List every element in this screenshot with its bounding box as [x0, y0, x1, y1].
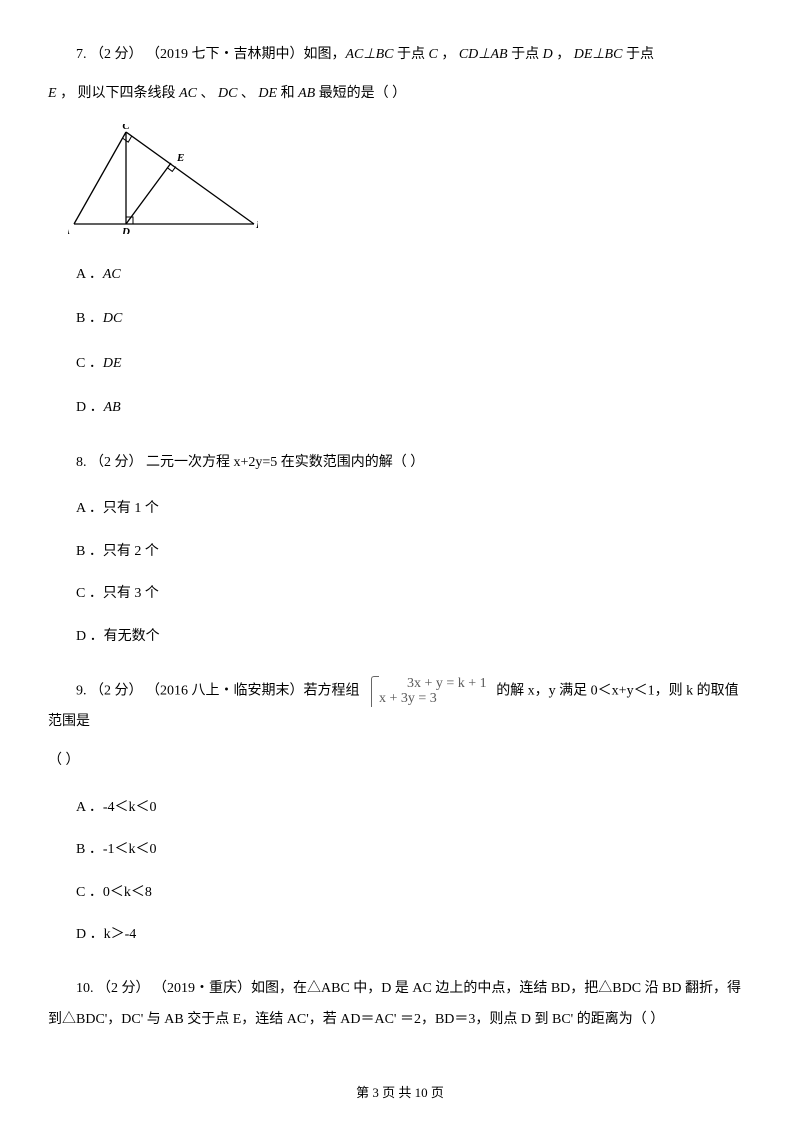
q9-pre: 9. （2 分） （2016 八上・临安期末）若方程组: [76, 684, 363, 699]
svg-text:A: A: [68, 225, 70, 234]
question-7: 7. （2 分） （2019 七下・吉林期中）如图，AC⊥BC 于点 C ， C…: [48, 40, 752, 420]
q7-dc: DC: [218, 86, 237, 101]
q9-eq1: 3x + y = k + 1: [407, 676, 487, 691]
q7-l1c: ，: [438, 47, 459, 62]
q7-l1d: 于点: [508, 47, 543, 62]
q7-de-bc: DE⊥BC: [574, 47, 623, 62]
q9-option-b: B ．-1＜k＜0: [48, 839, 752, 861]
q9-eq2: x + 3y = 3: [379, 691, 437, 706]
q7-option-c: C ．DE: [48, 353, 752, 375]
q7-l2c: 最短的是（ ）: [315, 86, 406, 101]
question-8: 8. （2 分） 二元一次方程 x+2y=5 在实数范围内的解（ ） A ．只有…: [48, 448, 752, 648]
q7-l1f: 于点: [622, 47, 654, 62]
page-footer: 第 3 页 共 10 页: [0, 1083, 800, 1104]
q7-option-b: B ．DC: [48, 308, 752, 330]
q7-l1e: ，: [553, 47, 574, 62]
q7-cd-ab: CD⊥AB: [459, 47, 508, 62]
q7-diagram: A B C D E: [68, 124, 752, 242]
q7-c: C: [428, 47, 437, 62]
q7-ac-bc: AC⊥BC: [346, 47, 394, 62]
q7-s2: 、: [237, 86, 258, 101]
q7-line1: 7. （2 分） （2019 七下・吉林期中）如图，AC⊥BC 于点 C ， C…: [48, 40, 752, 71]
q7-option-a: A ．AC: [48, 264, 752, 286]
q7-optB-pre: B ．: [76, 311, 103, 326]
q7-ab: AB: [298, 86, 315, 101]
q7-optD-pre: D ．: [76, 400, 104, 415]
q9-option-d: D ．k＞-4: [48, 924, 752, 946]
q7-d: D: [543, 47, 553, 62]
q7-de: DE: [258, 86, 277, 101]
q7-l2a: ， 则以下四条线段: [57, 86, 180, 101]
q8-option-b: B ．只有 2 个: [48, 541, 752, 563]
q7-l1a: 7. （2 分） （2019 七下・吉林期中）如图，: [76, 47, 346, 62]
q8-option-c: C ．只有 3 个: [48, 583, 752, 605]
q7-l2b: 和: [277, 86, 298, 101]
q7-l1b: 于点: [393, 47, 428, 62]
q9-tail: （ ）: [48, 746, 752, 777]
svg-text:B: B: [255, 219, 258, 231]
q7-option-d: D ．AB: [48, 397, 752, 419]
q7-optB: DC: [103, 311, 122, 326]
q9-equation-system: 3x + y = k + 1 x + 3y = 3: [369, 676, 487, 707]
q9-option-c: C ．0＜k＜8: [48, 882, 752, 904]
q7-optA: AC: [103, 267, 121, 282]
q7-line2: E ， 则以下四条线段 AC 、 DC 、 DE 和 AB 最短的是（ ）: [48, 79, 752, 110]
svg-text:D: D: [121, 226, 130, 234]
q8-option-a: A ．只有 1 个: [48, 498, 752, 520]
q7-s1: 、: [197, 86, 218, 101]
q7-optA-pre: A ．: [76, 267, 103, 282]
question-9: 9. （2 分） （2016 八上・临安期末）若方程组 3x + y = k +…: [48, 676, 752, 947]
svg-text:C: C: [122, 124, 130, 132]
q8-option-d: D ．有无数个: [48, 626, 752, 648]
q8-text: 8. （2 分） 二元一次方程 x+2y=5 在实数范围内的解（ ）: [48, 448, 752, 479]
q10-text: 10. （2 分） （2019・重庆）如图，在△ABC 中，D 是 AC 边上的…: [48, 974, 752, 1036]
q7-optC-pre: C ．: [76, 356, 103, 371]
q7-e: E: [48, 86, 57, 101]
q9-text: 9. （2 分） （2016 八上・临安期末）若方程组 3x + y = k +…: [48, 676, 752, 738]
q9-option-a: A ．-4＜k＜0: [48, 797, 752, 819]
svg-text:E: E: [176, 152, 184, 164]
q7-optC: DE: [103, 356, 122, 371]
q7-optD: AB: [104, 400, 121, 415]
question-10: 10. （2 分） （2019・重庆）如图，在△ABC 中，D 是 AC 边上的…: [48, 974, 752, 1036]
triangle-diagram: A B C D E: [68, 124, 258, 234]
q7-ac: AC: [179, 86, 197, 101]
